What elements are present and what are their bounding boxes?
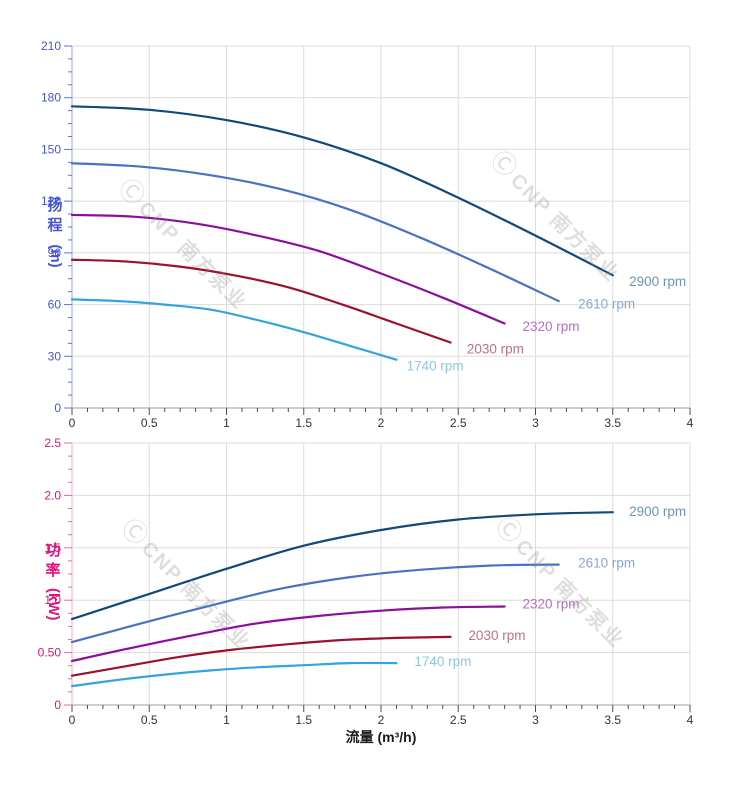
- head-y-tick-label: 30: [48, 349, 62, 363]
- power-curve-label-2900: 2900 rpm: [629, 504, 686, 519]
- power-y-tick-label: 0.50: [38, 646, 62, 660]
- head-curve-1740: [70, 298, 398, 361]
- head-axis-title: 扬 程 (m): [42, 196, 68, 268]
- power-y-tick-label: 0: [54, 698, 61, 712]
- head-y-tick-label: 150: [41, 142, 61, 156]
- head-curve-2030: [70, 258, 452, 344]
- power-y-tick-label: 2.5: [44, 436, 61, 450]
- power-x-tick-label: 1: [223, 713, 230, 727]
- power-curve-label-1740: 1740 rpm: [414, 654, 471, 669]
- power-x-tick-label: 3.5: [604, 713, 621, 727]
- head-x-tick-label: 4: [687, 416, 694, 430]
- power-curve-2610: [70, 563, 560, 644]
- head-curve-2320: [70, 213, 506, 325]
- power-x-tick-label: 0: [69, 713, 76, 727]
- x-axis-title: 流量 (m³/h): [345, 729, 417, 745]
- power-y-tick-label: 1.0: [44, 593, 61, 607]
- power-y-tick-label: 2.0: [44, 488, 61, 502]
- head-axis-unit: (m): [47, 244, 64, 268]
- power-x-tick-label: 1.5: [295, 713, 312, 727]
- power-curve-label-2610: 2610 rpm: [578, 556, 635, 571]
- head-y-tick-label: 0: [54, 401, 61, 415]
- head-curve-label-2900: 2900 rpm: [629, 274, 686, 289]
- head-curve-label-2610: 2610 rpm: [578, 297, 635, 312]
- power-axis-title-char-2: 率: [45, 562, 61, 579]
- power-curve-1740: [70, 661, 398, 688]
- power-x-tick-label: 4: [687, 713, 694, 727]
- head-axis-title-char-2: 程: [47, 217, 63, 234]
- power-x-tick-label: 2: [378, 713, 385, 727]
- power-x-tick-label: 2.5: [450, 713, 467, 727]
- power-y-tick-label: 1.5: [44, 541, 61, 555]
- head-x-tick-label: 3: [532, 416, 539, 430]
- head-curve-2610: [70, 162, 560, 303]
- power-curve-2900: [70, 511, 614, 621]
- head-curve-label-2320: 2320 rpm: [523, 319, 580, 334]
- head-x-tick-label: 3.5: [604, 416, 621, 430]
- head-x-tick-label: 2: [378, 416, 385, 430]
- head-curve-label-1740: 1740 rpm: [407, 359, 464, 374]
- power-x-tick-label: 0.5: [141, 713, 158, 727]
- power-x-tick-label: 3: [532, 713, 539, 727]
- head-y-tick-label: 60: [48, 298, 62, 312]
- head-x-tick-label: 0.5: [141, 416, 158, 430]
- power-axis-title: 功 率 (kW): [40, 541, 66, 621]
- power-axis-title-char-1: 功: [45, 542, 61, 559]
- head-y-tick-label: 120: [41, 194, 61, 208]
- power-curve-label-2030: 2030 rpm: [468, 628, 525, 643]
- power-curve-label-2320: 2320 rpm: [523, 596, 580, 611]
- head-y-tick-label: 90: [48, 246, 62, 260]
- head-curve-2900: [70, 105, 614, 277]
- power-curve-2030: [70, 635, 452, 677]
- power-curve-2320: [70, 605, 506, 663]
- power-axis-unit: (kW): [45, 588, 62, 621]
- head-curve-label-2030: 2030 rpm: [467, 341, 524, 356]
- head-x-tick-label: 0: [69, 416, 76, 430]
- head-axis-title-char-1: 扬: [47, 197, 63, 214]
- head-y-tick-label: 180: [41, 91, 61, 105]
- head-y-tick-label: 210: [41, 39, 61, 53]
- head-x-tick-label: 1: [223, 416, 230, 430]
- head-x-tick-label: 2.5: [450, 416, 467, 430]
- head-x-tick-label: 1.5: [295, 416, 312, 430]
